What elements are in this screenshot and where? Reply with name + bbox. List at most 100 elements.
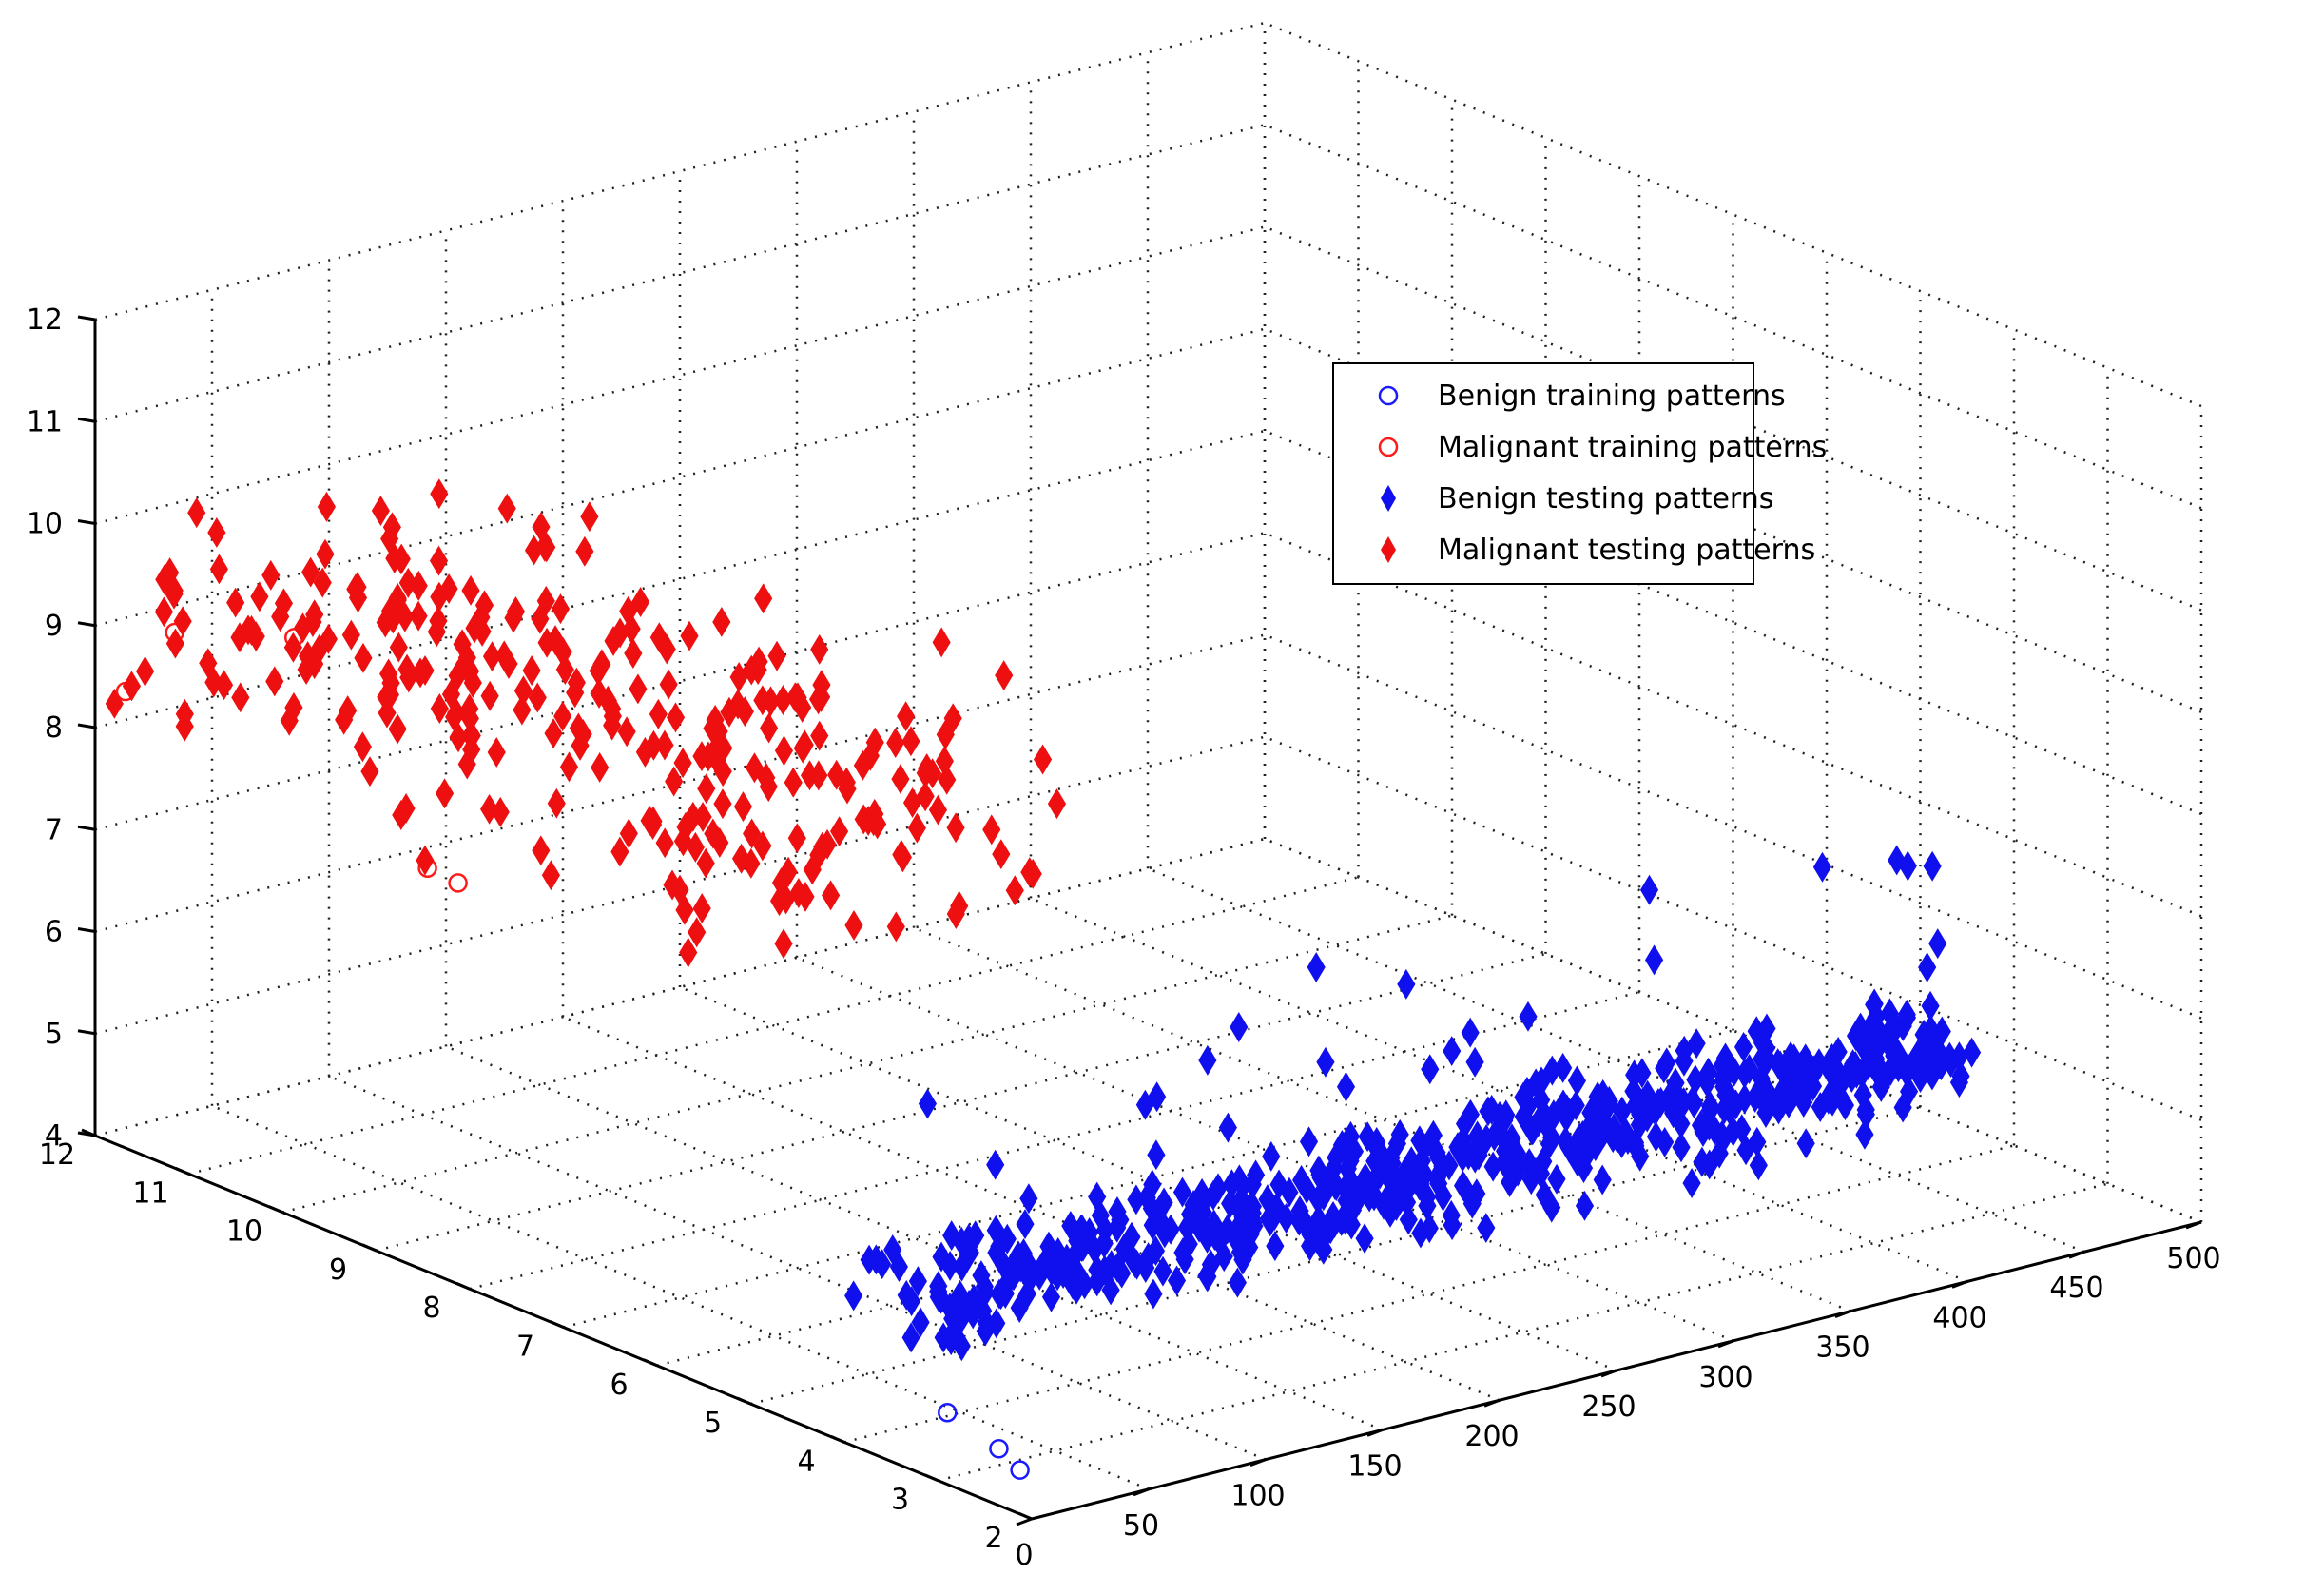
malignant-testing-patterns-point bbox=[246, 621, 265, 652]
malignant-testing-patterns-point bbox=[688, 917, 707, 948]
benign-testing-patterns-point bbox=[866, 1244, 885, 1275]
malignant-testing-patterns-point bbox=[265, 666, 284, 697]
benign-testing-patterns-point bbox=[1733, 1031, 1753, 1062]
malignant-testing-patterns-point bbox=[753, 830, 772, 862]
malignant-testing-patterns-point bbox=[759, 771, 778, 803]
benign-testing-patterns-point bbox=[908, 1266, 927, 1297]
benign-testing-patterns-point bbox=[1542, 1122, 1561, 1154]
legend-diamond-marker bbox=[1381, 485, 1396, 512]
benign-testing-patterns-point bbox=[1108, 1212, 1127, 1243]
malignant-testing-patterns-point bbox=[573, 718, 592, 749]
benign-training-patterns-point bbox=[938, 1402, 958, 1423]
malignant-testing-patterns-point bbox=[907, 812, 926, 844]
malignant-testing-patterns-point bbox=[231, 682, 250, 713]
grid-line-backwall-z bbox=[94, 327, 1266, 627]
grid-line-floor-x bbox=[328, 1075, 1267, 1461]
benign-testing-patterns-point bbox=[1921, 990, 1940, 1021]
benign-testing-patterns-point bbox=[1776, 1055, 1795, 1086]
benign-testing-patterns-point bbox=[1888, 1052, 1908, 1083]
benign-testing-patterns-point bbox=[1963, 1037, 1982, 1068]
benign-testing-patterns-point bbox=[1316, 1046, 1335, 1078]
malignant-testing-patterns-point bbox=[635, 736, 654, 768]
benign-testing-patterns-point bbox=[1735, 1083, 1754, 1115]
benign-testing-patterns-point bbox=[1113, 1257, 1132, 1289]
malignant-testing-patterns-point bbox=[696, 847, 715, 879]
malignant-testing-patterns-point bbox=[938, 764, 957, 795]
malignant-testing-patterns-point bbox=[250, 581, 269, 612]
malignant-testing-patterns-point bbox=[644, 806, 663, 837]
legend-label: Benign testing patterns bbox=[1438, 482, 1773, 515]
malignant-testing-patterns-point bbox=[439, 573, 458, 605]
malignant-testing-patterns-point bbox=[680, 620, 699, 651]
grid-line-floor-y bbox=[938, 1182, 2108, 1482]
malignant-testing-patterns-point bbox=[592, 649, 611, 680]
malignant-testing-patterns-point bbox=[360, 756, 379, 787]
benign-testing-patterns-point bbox=[1756, 1098, 1775, 1128]
malignant-testing-patterns-point bbox=[397, 793, 416, 824]
malignant-testing-patterns-point bbox=[1033, 744, 1053, 775]
malignant-testing-patterns-point bbox=[506, 595, 526, 627]
malignant-testing-patterns-point bbox=[813, 831, 832, 863]
malignant-testing-patterns-point bbox=[378, 697, 397, 729]
z-tick-label: 7 bbox=[45, 813, 63, 846]
benign-testing-patterns-point bbox=[1918, 952, 1937, 983]
benign-testing-patterns-point bbox=[1567, 1065, 1587, 1097]
y-tick-label: 2 bbox=[984, 1522, 1002, 1555]
benign-testing-patterns-point bbox=[1715, 1042, 1735, 1074]
malignant-testing-patterns-point bbox=[943, 703, 962, 734]
benign-testing-patterns-point bbox=[1259, 1203, 1279, 1234]
benign-testing-patterns-point bbox=[918, 1088, 938, 1119]
benign-testing-patterns-point bbox=[1139, 1242, 1158, 1273]
x-tick-mark bbox=[2068, 1250, 2085, 1259]
benign-testing-patterns-point bbox=[1467, 1178, 1486, 1210]
benign-testing-patterns-point bbox=[1869, 1014, 1888, 1045]
malignant-testing-patterns-point bbox=[663, 869, 682, 901]
benign-testing-patterns-point bbox=[1856, 1094, 1875, 1125]
benign-testing-patterns-point bbox=[1332, 1205, 1351, 1236]
malignant-testing-patterns-point bbox=[316, 538, 335, 570]
grid-line-backwall-z bbox=[94, 837, 1266, 1137]
malignant-testing-patterns-point bbox=[461, 720, 480, 751]
malignant-testing-patterns-point bbox=[742, 847, 761, 879]
benign-testing-patterns-point bbox=[986, 1215, 1005, 1246]
benign-testing-patterns-point bbox=[1576, 1142, 1595, 1174]
malignant-testing-patterns-point bbox=[743, 818, 762, 849]
benign-testing-patterns-point bbox=[1153, 1255, 1172, 1287]
malignant-testing-patterns-point bbox=[666, 702, 686, 733]
benign-testing-patterns-point bbox=[901, 1322, 920, 1353]
malignant-testing-patterns-point bbox=[655, 827, 674, 859]
malignant-testing-patterns-point bbox=[463, 667, 482, 698]
malignant-testing-patterns-point bbox=[499, 649, 518, 679]
malignant-testing-patterns-point bbox=[1047, 788, 1067, 820]
benign-testing-patterns-point bbox=[1088, 1254, 1107, 1286]
malignant-testing-patterns-point bbox=[1005, 875, 1024, 906]
benign-testing-patterns-point bbox=[1547, 1163, 1566, 1195]
y-tick-label: 8 bbox=[422, 1292, 440, 1325]
benign-testing-patterns-point bbox=[1835, 1090, 1855, 1121]
y-tick-label: 11 bbox=[132, 1176, 168, 1210]
benign-testing-patterns-point bbox=[1041, 1281, 1061, 1312]
benign-testing-patterns-point bbox=[1687, 1028, 1706, 1059]
benign-testing-patterns-point bbox=[1017, 1278, 1037, 1310]
benign-testing-patterns-point bbox=[976, 1315, 995, 1347]
benign-testing-patterns-point bbox=[1655, 1053, 1674, 1084]
benign-testing-patterns-point bbox=[1749, 1150, 1768, 1181]
malignant-testing-patterns-point bbox=[622, 613, 641, 645]
legend-label: Benign training patterns bbox=[1438, 379, 1786, 413]
y-tick-label: 6 bbox=[610, 1369, 628, 1402]
x-tick-label: 200 bbox=[1464, 1420, 1519, 1453]
y-tick-label: 10 bbox=[226, 1215, 262, 1249]
malignant-testing-patterns-point bbox=[774, 928, 793, 960]
grid-line-sidewall-z bbox=[1264, 633, 2202, 1020]
malignant-testing-patterns-point bbox=[619, 595, 638, 627]
benign-testing-patterns-point bbox=[1736, 1135, 1755, 1166]
benign-testing-patterns-point bbox=[1173, 1237, 1192, 1269]
benign-testing-patterns-point bbox=[1604, 1113, 1623, 1144]
malignant-testing-patterns-point bbox=[165, 628, 184, 659]
malignant-testing-patterns-point bbox=[673, 748, 692, 779]
benign-testing-patterns-point bbox=[1290, 1196, 1309, 1227]
malignant-testing-patterns-point bbox=[353, 731, 372, 763]
malignant-testing-patterns-point bbox=[532, 511, 551, 542]
benign-testing-patterns-point bbox=[1753, 1043, 1772, 1075]
legend-box bbox=[1332, 362, 1754, 585]
